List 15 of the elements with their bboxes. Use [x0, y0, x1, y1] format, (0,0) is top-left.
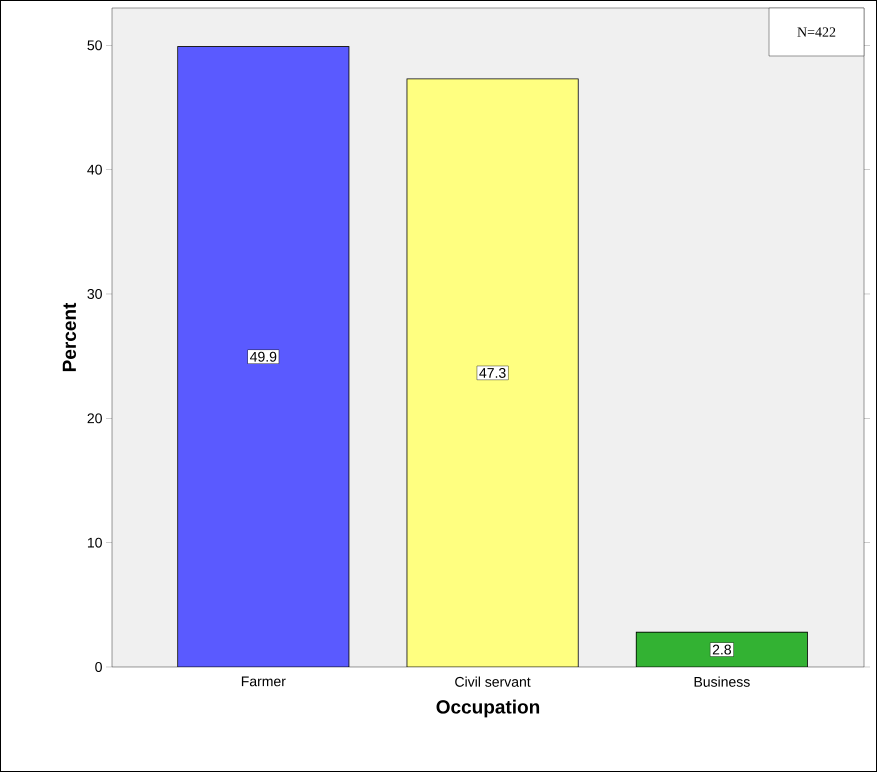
y-axis-title: Percent: [62, 302, 76, 372]
annotation: N=422: [797, 27, 836, 37]
x-tick-label: Civil servant: [455, 676, 531, 687]
y-tick-label: 10: [88, 538, 102, 548]
x-tick-label: Farmer: [242, 676, 286, 686]
y-tick-label: 20: [88, 413, 102, 424]
x-axis-title: Occupation: [436, 700, 540, 718]
data-label: 2.8: [712, 644, 731, 655]
y-tick-label: 50: [87, 40, 102, 50]
y-tick-label: 40: [87, 164, 102, 175]
y-tick-label: 0: [95, 662, 102, 672]
x-tick-label: Business: [694, 676, 750, 687]
y-tick-label: 30: [87, 289, 102, 299]
data-label: 47.3: [479, 368, 506, 378]
data-label: 49.9: [250, 352, 276, 362]
